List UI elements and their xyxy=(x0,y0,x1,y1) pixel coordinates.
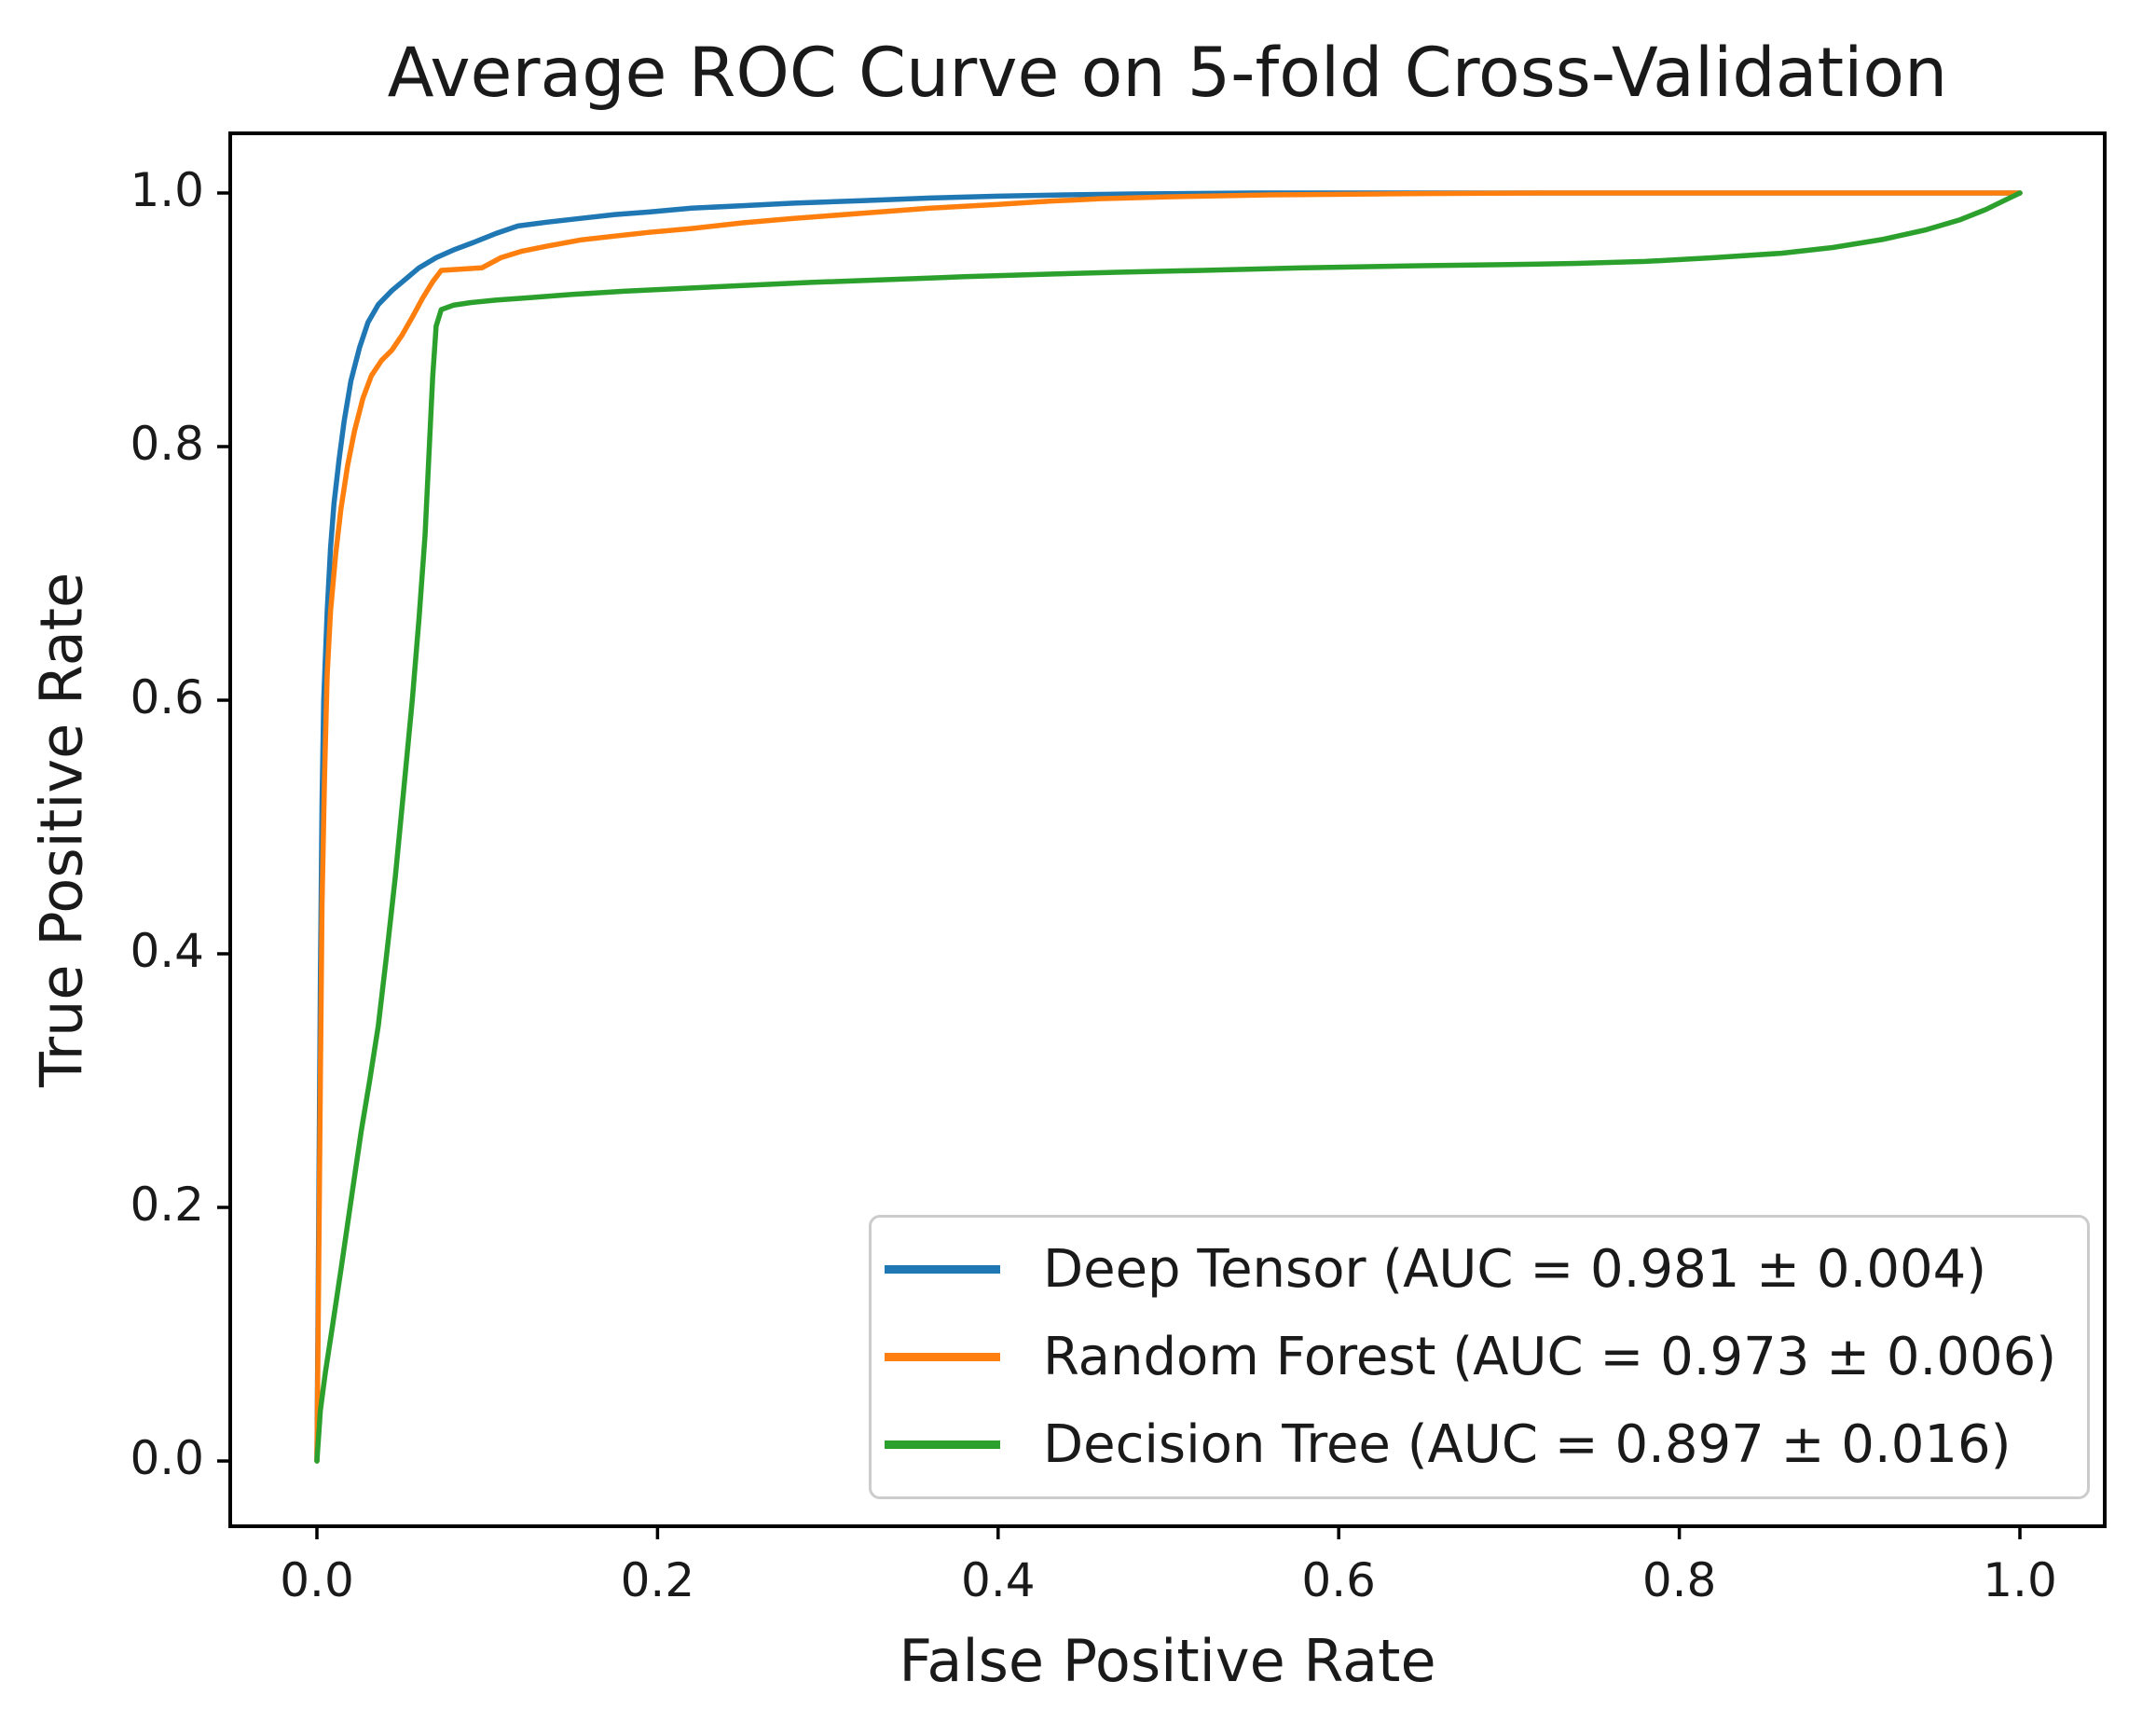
x-tick-label: 0.2 xyxy=(620,1553,695,1607)
legend: Deep Tensor (AUC = 0.981 ± 0.004) Random … xyxy=(869,1215,2090,1499)
y-tick-label: 1.0 xyxy=(130,163,204,217)
axes-frame xyxy=(228,131,2107,1528)
x-tick-label: 0.4 xyxy=(961,1553,1036,1607)
legend-label: Decision Tree (AUC = 0.897 ± 0.016) xyxy=(1043,1414,2012,1476)
legend-item: Random Forest (AUC = 0.973 ± 0.006) xyxy=(885,1313,2087,1400)
legend-item: Deep Tensor (AUC = 0.981 ± 0.004) xyxy=(885,1225,2087,1313)
legend-line-swatch xyxy=(885,1352,1000,1361)
x-tick-label: 0.6 xyxy=(1301,1553,1376,1607)
chart-title: Average ROC Curve on 5-fold Cross-Valida… xyxy=(387,34,1948,113)
legend-item: Decision Tree (AUC = 0.897 ± 0.016) xyxy=(885,1401,2087,1489)
curve-decision-tree xyxy=(314,190,2023,1464)
legend-label: Random Forest (AUC = 0.973 ± 0.006) xyxy=(1043,1326,2057,1387)
y-tick-label: 0.0 xyxy=(130,1431,204,1485)
y-tick-label: 0.6 xyxy=(130,670,204,724)
x-tick-label: 1.0 xyxy=(1983,1553,2057,1607)
legend-line-swatch xyxy=(885,1440,1000,1450)
legend-line-swatch xyxy=(885,1264,1000,1274)
x-tick-label: 0.0 xyxy=(280,1553,354,1607)
x-axis-label: False Positive Rate xyxy=(899,1627,1436,1695)
curve-deep-tensor xyxy=(314,190,2023,1464)
legend-label: Deep Tensor (AUC = 0.981 ± 0.004) xyxy=(1043,1238,1987,1300)
y-tick-label: 0.2 xyxy=(130,1178,204,1232)
curve-random-forest xyxy=(314,190,2023,1464)
x-tick-label: 0.8 xyxy=(1641,1553,1717,1607)
y-tick-label: 0.4 xyxy=(130,924,204,978)
y-tick-label: 0.8 xyxy=(130,417,204,471)
